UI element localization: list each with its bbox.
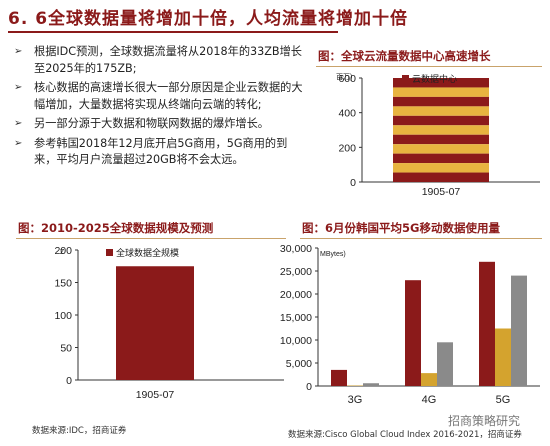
- bar-segment: [393, 125, 489, 135]
- bar: [116, 266, 194, 380]
- x-tick-label: 1905-07: [136, 389, 175, 401]
- bullet-text: 参考韩国2018年12月底开启5G商用，5G商用的到来，平均月户流量超过20GB…: [34, 136, 288, 167]
- bar-segment: [393, 153, 489, 164]
- bar: [405, 280, 421, 386]
- bar: [331, 369, 347, 386]
- bar-segment: [393, 96, 489, 107]
- y-tick-label: 30,000: [280, 243, 312, 255]
- y-tick-label: 10,000: [280, 335, 312, 347]
- bar: [421, 373, 437, 386]
- legend-swatch: [106, 249, 113, 256]
- chart-divider: [300, 238, 542, 239]
- y-tick-label: 200: [54, 245, 72, 257]
- y-tick-label: 0: [350, 177, 356, 189]
- chart-title-korea: 图：6月份韩国平均5G移动数据使用量: [302, 221, 500, 235]
- arrow-bullet-icon: ➢: [14, 46, 23, 57]
- list-item: ➢ 另一部分源于大数据和物联网数据的爆炸增长。: [8, 116, 308, 133]
- bar: [511, 275, 527, 386]
- bullet-text: 根据IDC预测，全球数据流量将从2018年的33ZB增长至2025年的175ZB…: [34, 45, 302, 75]
- bar-segment: [393, 78, 489, 88]
- y-tick-label: 600: [338, 73, 356, 85]
- list-item: ➢ 核心数据的高速增长很大一部分原因是企业云数据的大幅增加，大量数据将实现从终端向…: [8, 80, 308, 113]
- bar-segment: [393, 134, 489, 145]
- y-tick-label: 0: [306, 381, 312, 393]
- y-tick-label: 50: [60, 343, 72, 355]
- chart-title-global: 图：2010-2025全球数据规模及预测: [18, 221, 214, 235]
- source-note-left: 数据来源:IDC，招商证券: [32, 426, 127, 436]
- arrow-bullet-icon: ➢: [14, 118, 23, 129]
- bar-segment: [393, 106, 489, 116]
- y-tick-label: 5,000: [286, 358, 312, 370]
- x-tick-label: 3G: [348, 394, 363, 406]
- x-tick-label: 5G: [496, 394, 511, 406]
- y-tick-label: 15,000: [280, 312, 312, 324]
- x-tick-label: 1905-07: [422, 186, 461, 198]
- y-tick-label: 150: [54, 278, 72, 290]
- source-note-right: 数据来源:Cisco Global Cloud Index 2016-2021，…: [288, 430, 522, 440]
- y-unit-label: 百万): [336, 73, 352, 81]
- arrow-bullet-icon: ➢: [14, 82, 23, 93]
- chart-title-cloud: 图：全球云流量数据中心高速增长: [318, 49, 491, 63]
- bar-segment: [393, 87, 489, 97]
- bar-segment: [393, 172, 489, 182]
- watermark-text: 招商策略研究: [448, 414, 521, 428]
- x-tick-label: 4G: [422, 394, 437, 406]
- arrow-bullet-icon: ➢: [14, 137, 23, 149]
- list-item: ➢ 根据IDC预测，全球数据流量将从2018年的33ZB增长至2025年的175Z…: [8, 44, 308, 77]
- bar: [437, 342, 453, 386]
- y-tick-label: 20,000: [280, 289, 312, 301]
- bullet-text: 另一部分源于大数据和物联网数据的爆炸增长。: [34, 117, 269, 130]
- bullet-list: ➢ 根据IDC预测，全球数据流量将从2018年的33ZB增长至2025年的175Z…: [8, 44, 308, 172]
- y-unit-label: Z: [60, 249, 65, 256]
- bar: [479, 261, 495, 386]
- legend-swatch: [402, 75, 409, 82]
- y-tick-label: 0: [66, 375, 72, 387]
- legend-label: 云数据中心: [412, 73, 457, 84]
- chart-divider: [16, 238, 286, 239]
- bar: [363, 383, 379, 386]
- y-tick-label: 100: [54, 310, 72, 322]
- bullet-text: 核心数据的高速增长很大一部分原因是企业云数据的大幅增加，大量数据将实现从终端向云…: [34, 81, 303, 111]
- y-unit-label: MBytes): [320, 251, 346, 258]
- bar-segment: [393, 163, 489, 173]
- y-tick-label: 400: [338, 108, 356, 120]
- chart-divider: [316, 66, 542, 67]
- bar: [495, 328, 511, 386]
- y-tick-label: 25,000: [280, 266, 312, 278]
- title-divider: [8, 31, 338, 33]
- y-tick-label: 200: [338, 142, 356, 154]
- bar-segment: [393, 144, 489, 154]
- list-item: ➢ 参考韩国2018年12月底开启5G商用，5G商用的到来，平均月户流量超过20G…: [8, 136, 308, 169]
- bar-segment: [393, 115, 489, 126]
- page-title: 6. 6全球数据量将增加十倍，人均流量将增加十倍: [8, 9, 409, 29]
- legend-label: 全球数据全规模: [116, 247, 179, 258]
